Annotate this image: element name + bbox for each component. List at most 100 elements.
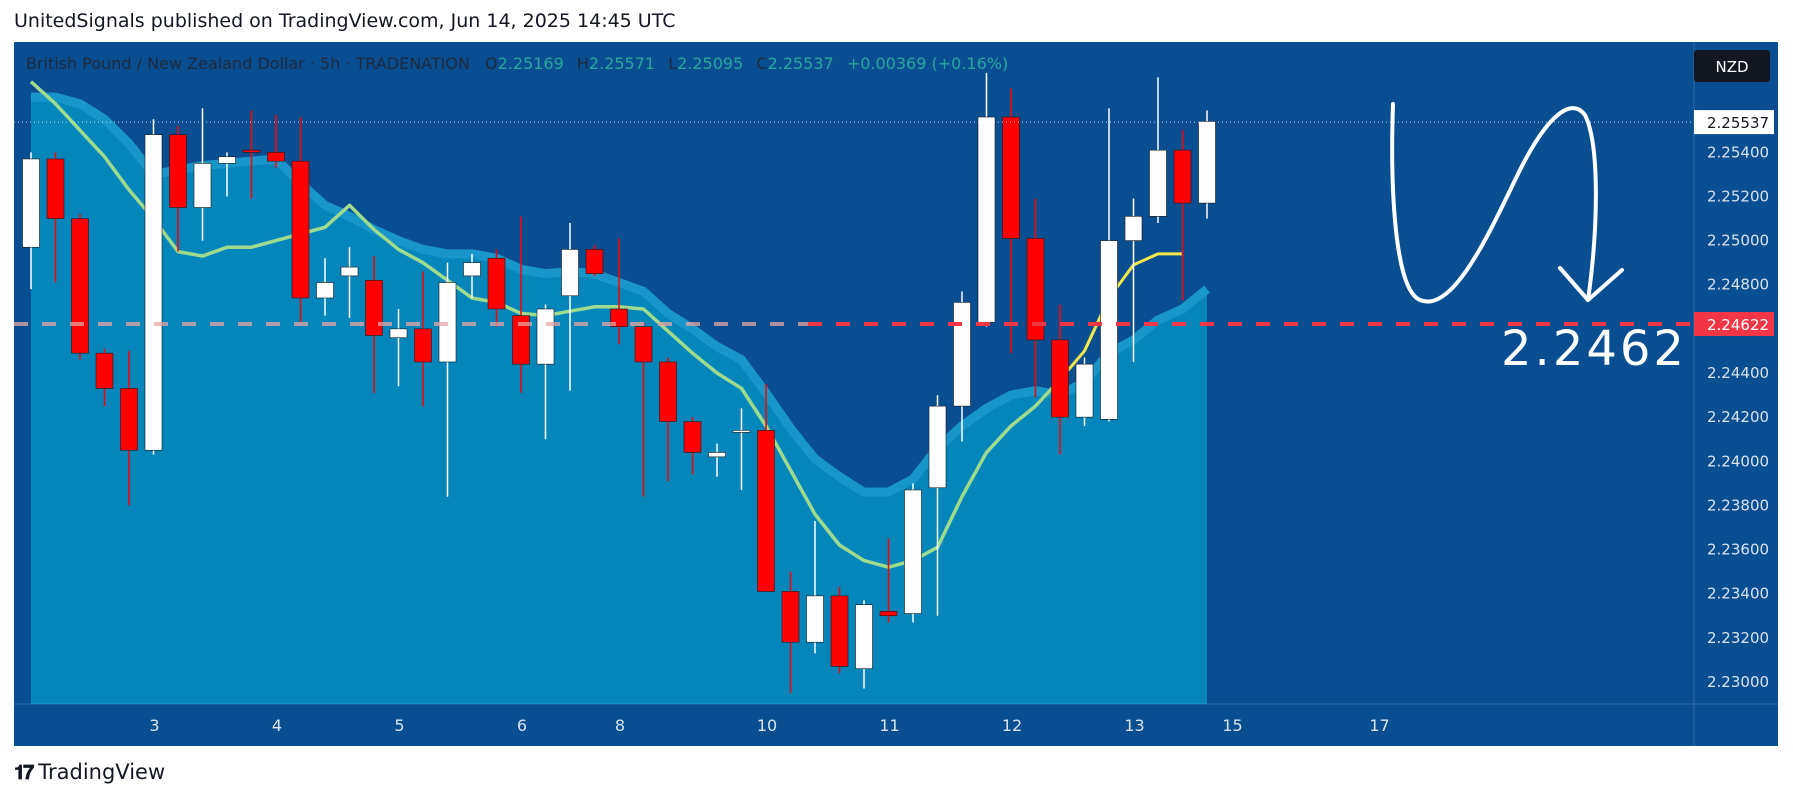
candle-body: [1100, 240, 1118, 420]
candle-body: [144, 134, 163, 451]
candle-body: [95, 352, 114, 389]
footer-brand[interactable]: 𝟏𝟕 TradingView: [14, 760, 165, 784]
candle-body: [414, 328, 432, 363]
candle-body: [928, 405, 947, 489]
candle-body: [683, 421, 702, 453]
drawing-layer: [1390, 102, 1624, 304]
x-tick-label: 10: [757, 716, 777, 735]
candle-body: [1173, 149, 1192, 204]
x-tick-label: 4: [272, 716, 282, 735]
y-tick-label: 2.24800: [1707, 276, 1769, 294]
candle-body: [316, 282, 334, 299]
x-tick-label: 15: [1222, 716, 1242, 735]
candle-body: [1124, 216, 1143, 241]
candle-body: [904, 489, 922, 614]
candle-body: [879, 611, 898, 617]
y-tick-label: 2.23400: [1707, 585, 1769, 603]
candle-body: [71, 218, 89, 354]
candle-body: [1051, 339, 1069, 418]
candles-layer: [22, 72, 1216, 693]
ma-yellow-line: [1058, 252, 1183, 381]
x-tick-label: 13: [1124, 716, 1144, 735]
current-price-badge: [1694, 110, 1774, 135]
legend-close: 2.25537: [768, 54, 834, 73]
candle-body: [536, 308, 555, 365]
candle-body: [46, 158, 65, 219]
x-tick-label: 5: [394, 716, 404, 735]
currency-label: NZD: [1715, 58, 1748, 76]
candle-body: [1198, 121, 1216, 204]
candle-body: [291, 160, 310, 299]
candle-body: [732, 430, 751, 433]
candle-body: [977, 116, 996, 323]
candle-body: [365, 280, 383, 336]
candle-body: [22, 158, 40, 248]
tradingview-logo-icon: 𝟏𝟕: [14, 760, 34, 784]
candle-body: [1002, 116, 1020, 239]
candle-body: [267, 152, 285, 162]
x-tick-label: 6: [517, 716, 527, 735]
candle-body: [389, 328, 408, 338]
candle-body: [585, 249, 604, 274]
legend-h-label: H: [577, 54, 589, 73]
x-tick-label: 17: [1369, 716, 1389, 735]
x-tick-label: 11: [879, 716, 899, 735]
candle-body: [806, 595, 824, 643]
currency-badge[interactable]: [1694, 50, 1770, 82]
candle-body: [512, 315, 530, 365]
candle-body: [830, 595, 849, 667]
target-price-badge: [1694, 312, 1774, 337]
axis-layer: 2.254002.252002.250002.248002.246002.244…: [14, 42, 1778, 746]
y-tick-label: 2.23000: [1707, 673, 1769, 691]
footer-brand-label: TradingView: [38, 760, 166, 784]
legend-change: +0.00369 (+0.16%): [847, 54, 1008, 73]
candle-body: [463, 262, 481, 277]
candle-body: [340, 266, 359, 277]
legend-l-label: L: [668, 54, 677, 73]
y-tick-label: 2.24000: [1707, 452, 1769, 470]
candle-body: [757, 430, 775, 592]
x-tick-label: 3: [149, 716, 159, 735]
y-tick-label: 2.25200: [1707, 187, 1769, 205]
candle-body: [218, 156, 236, 164]
forecast-arrowhead: [1558, 266, 1624, 302]
y-tick-label: 2.23600: [1707, 541, 1769, 559]
candle-body: [634, 326, 653, 363]
y-tick-label: 2.25400: [1707, 143, 1769, 161]
symbol-legend: British Pound / New Zealand Dollar · 5h …: [26, 54, 1008, 73]
legend-open: 2.25169: [498, 54, 564, 73]
publisher-line: UnitedSignals published on TradingView.c…: [14, 10, 676, 32]
levels-layer: [14, 121, 1694, 327]
y-tick-label: 2.23800: [1707, 496, 1769, 514]
candle-body: [659, 361, 677, 422]
candle-body: [120, 388, 138, 451]
candle-body: [855, 604, 873, 669]
candle-body: [561, 249, 579, 297]
candle-body: [169, 134, 187, 208]
candle-body: [1149, 149, 1167, 217]
y-tick-label: 2.23200: [1707, 629, 1769, 647]
x-tick-label: 12: [1002, 716, 1022, 735]
legend-low: 2.25095: [677, 54, 743, 73]
legend-symbol: British Pound / New Zealand Dollar · 5h …: [26, 54, 470, 73]
legend-c-label: C: [756, 54, 767, 73]
y-tick-label: 2.24400: [1707, 364, 1769, 382]
candle-body: [242, 149, 261, 153]
legend-high: 2.25571: [589, 54, 655, 73]
candle-body: [487, 257, 506, 310]
candle-body: [708, 452, 726, 458]
candle-body: [1075, 363, 1094, 418]
forecast-curve: [1390, 102, 1598, 304]
y-tick-label: 2.24200: [1707, 408, 1769, 426]
x-tick-label: 8: [615, 716, 625, 735]
target-annotation-text: 2.2462: [1501, 321, 1687, 377]
current-price-label: 2.25537: [1707, 114, 1769, 132]
candle-body: [953, 302, 971, 407]
candle-body: [781, 591, 800, 643]
legend-o-label: O: [485, 54, 498, 73]
target-price-label: 2.24622: [1707, 316, 1769, 334]
candle-body: [193, 163, 212, 208]
y-tick-label: 2.25000: [1707, 232, 1769, 250]
candle-body: [1026, 238, 1045, 341]
